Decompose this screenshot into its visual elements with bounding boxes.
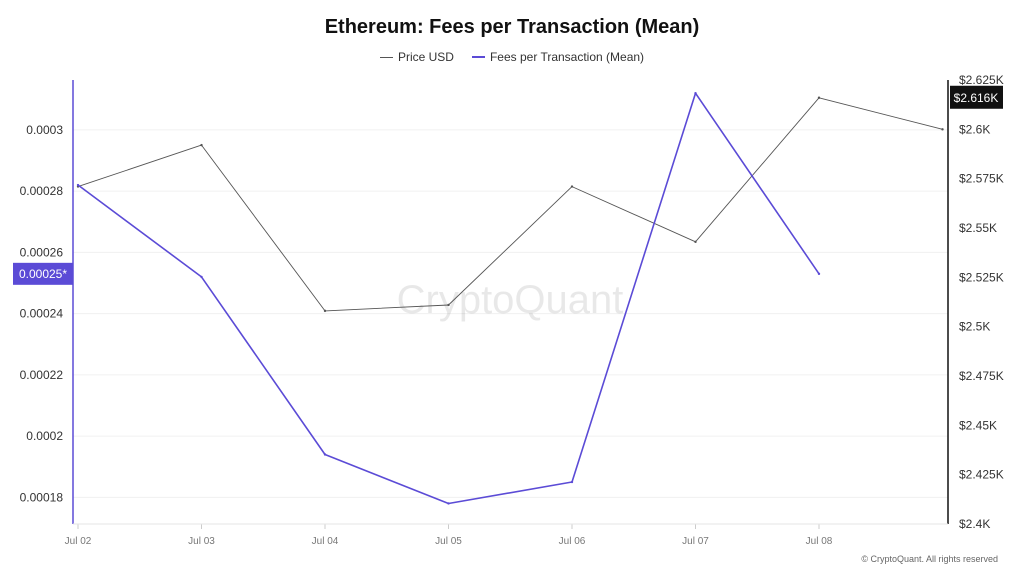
data-point <box>570 185 574 188</box>
x-tick-label: Jul 02 <box>65 536 92 547</box>
data-point <box>817 272 821 276</box>
left-tick-label: 0.0002 <box>26 429 63 443</box>
data-point <box>76 183 80 187</box>
right-tick-label: $2.4K <box>959 517 990 531</box>
x-tick-label: Jul 03 <box>188 536 215 547</box>
right-tick-label: $2.425K <box>959 468 1004 482</box>
series-line-price <box>77 97 943 312</box>
right-tick-label: $2.55K <box>959 221 997 235</box>
right-tick-label: $2.6K <box>959 122 990 136</box>
legend-item-price[interactable]: Price USD <box>379 50 454 64</box>
legend-label-price: Price USD <box>397 50 454 64</box>
right-tick-label: $2.625K <box>959 73 1004 87</box>
left-tick-label: 0.0003 <box>26 123 63 137</box>
right-tick-label: $2.525K <box>959 270 1004 284</box>
data-point <box>694 240 697 244</box>
data-point <box>323 453 327 456</box>
right-current-badge-label: $2.616K <box>954 91 999 105</box>
x-tick-label: Jul 07 <box>682 536 709 547</box>
right-tick-label: $2.475K <box>959 369 1004 383</box>
data-point <box>200 143 203 147</box>
watermark: CryptoQuant <box>397 278 624 322</box>
x-tick-label: Jul 06 <box>559 536 586 547</box>
legend: Price USD Fees per Transaction (Mean) <box>0 50 1024 64</box>
left-current-badge <box>13 262 73 285</box>
legend-item-fees[interactable]: Fees per Transaction (Mean) <box>471 50 645 64</box>
left-tick-label: 0.00018 <box>20 490 64 504</box>
data-point <box>941 128 944 131</box>
right-tick-label: $2.45K <box>959 418 997 432</box>
labels-layer: 0.00018 0.0002 0.00022 0.00024 0.00026 0.0002… <box>20 73 1004 547</box>
data-point <box>817 96 821 99</box>
data-point <box>694 91 697 95</box>
footer-copyright: © CryptoQuant. All rights reserved <box>861 554 998 564</box>
legend-swatch-fees <box>471 56 485 58</box>
legend-swatch-price <box>379 56 393 58</box>
badge-layer: 0.00025* $2.616K <box>13 85 1003 285</box>
right-tick-label: $2.575K <box>959 172 1004 186</box>
left-current-badge-label: 0.00025* <box>19 267 67 281</box>
chart-title: Ethereum: Fees per Transaction (Mean) <box>324 16 700 38</box>
right-current-badge <box>950 85 1003 109</box>
x-tick-label: Jul 08 <box>806 536 833 547</box>
legend-label-fees: Fees per Transaction (Mean) <box>489 50 645 64</box>
left-tick-label: 0.00022 <box>20 368 64 382</box>
x-tick-label: Jul 05 <box>435 536 462 547</box>
right-tick-label: $2.5K <box>959 320 990 334</box>
data-point <box>200 275 203 279</box>
axes-layer <box>72 80 949 529</box>
series-layer <box>76 91 944 505</box>
data-point <box>570 480 574 484</box>
x-tick-label: Jul 04 <box>312 536 339 547</box>
data-point <box>323 309 327 313</box>
grid-layer <box>73 129 948 498</box>
data-point <box>447 502 450 505</box>
data-point <box>447 303 450 307</box>
left-tick-label: 0.00026 <box>20 245 64 259</box>
left-tick-label: 0.00028 <box>20 184 64 198</box>
left-tick-label: 0.00024 <box>20 307 64 321</box>
